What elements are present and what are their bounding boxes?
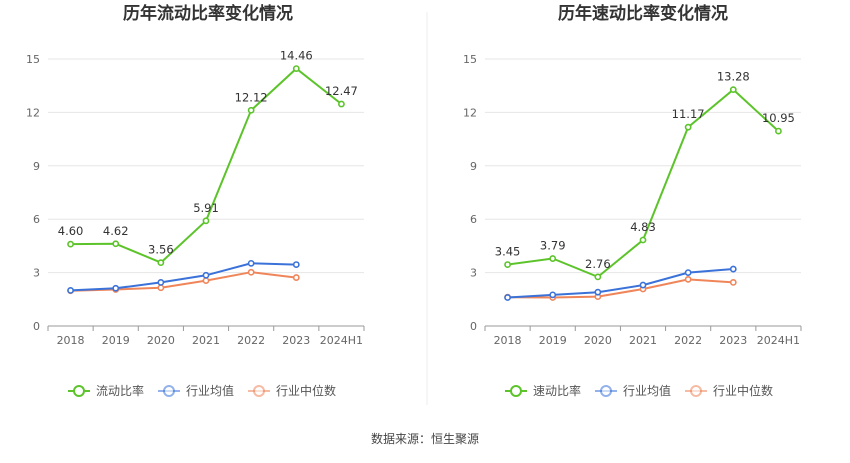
x-tick-label: 2023 bbox=[719, 334, 747, 347]
data-point-median bbox=[729, 278, 737, 286]
legend-label-avg: 行业均值 bbox=[623, 383, 671, 398]
x-tick-label: 2023 bbox=[282, 334, 310, 347]
data-point-median bbox=[684, 275, 692, 283]
data-label: 4.83 bbox=[630, 220, 656, 234]
y-tick-label: 6 bbox=[470, 213, 477, 226]
data-point-main bbox=[247, 106, 255, 114]
quick-ratio-chart: 历年速动比率变化情况 0 3 6 9 12 15 2018 2019 2020 2021 2022 20… bbox=[463, 3, 802, 398]
y-tick-label: 3 bbox=[33, 267, 40, 280]
data-point-median bbox=[292, 274, 300, 281]
data-label: 2.76 bbox=[585, 257, 611, 271]
data-label: 3.56 bbox=[148, 243, 174, 257]
data-point-main bbox=[594, 273, 602, 281]
data-point-avg bbox=[292, 261, 300, 268]
data-label: 5.91 bbox=[193, 201, 219, 215]
current-ratio-chart: 历年流动比率变化情况 0 3 6 9 12 15 2018 2019 2020 2021 2022 20… bbox=[26, 3, 365, 398]
series-line-avg bbox=[70, 262, 297, 292]
data-point-avg bbox=[684, 269, 692, 276]
data-point-main bbox=[67, 240, 74, 248]
data-point-main bbox=[338, 100, 345, 108]
x-tick-label: 2019 bbox=[539, 334, 567, 347]
data-label: 12.12 bbox=[235, 90, 268, 104]
data-label: 11.17 bbox=[672, 107, 705, 121]
x-tick-label: 2021 bbox=[629, 334, 657, 347]
series-line-median bbox=[507, 278, 734, 299]
data-point-avg bbox=[594, 288, 602, 296]
data-point-main bbox=[775, 127, 782, 135]
legend-marker bbox=[163, 385, 175, 397]
x-tick-label: 2024H1 bbox=[757, 334, 800, 347]
data-label: 3.45 bbox=[495, 245, 521, 259]
data-point-main bbox=[112, 240, 120, 248]
x-tick-label: 2018 bbox=[494, 334, 522, 347]
data-label: 4.62 bbox=[103, 224, 129, 238]
data-point-avg bbox=[639, 281, 647, 289]
data-point-main bbox=[202, 217, 210, 225]
data-point-main bbox=[684, 123, 692, 131]
data-point-avg bbox=[157, 278, 165, 286]
data-label: 10.95 bbox=[762, 111, 795, 125]
data-point-median bbox=[247, 268, 255, 276]
data-point-main bbox=[504, 261, 511, 268]
data-point-avg bbox=[247, 259, 255, 267]
y-tick-label: 9 bbox=[470, 160, 477, 173]
legend-marker bbox=[510, 385, 522, 397]
y-tick-label: 12 bbox=[26, 106, 40, 119]
legend-label-avg: 行业均值 bbox=[186, 383, 234, 398]
data-point-avg bbox=[504, 294, 511, 301]
x-tick-label: 2020 bbox=[147, 334, 175, 347]
x-tick-label: 2022 bbox=[674, 334, 702, 347]
y-tick-label: 12 bbox=[463, 106, 477, 119]
data-label: 12.47 bbox=[325, 84, 358, 98]
x-tick-label: 2018 bbox=[57, 334, 85, 347]
legend-label-main: 速动比率 bbox=[533, 383, 581, 398]
data-point-median bbox=[202, 277, 210, 285]
chart-title: 历年流动比率变化情况 bbox=[123, 3, 293, 24]
data-point-avg bbox=[729, 265, 737, 273]
y-tick-label: 6 bbox=[33, 213, 40, 226]
series-line-median bbox=[70, 271, 297, 292]
data-label: 13.28 bbox=[717, 70, 750, 84]
legend-marker bbox=[600, 385, 612, 397]
data-label: 3.79 bbox=[540, 239, 566, 253]
y-tick-label: 0 bbox=[470, 320, 477, 333]
x-tick-label: 2021 bbox=[192, 334, 220, 347]
y-tick-label: 9 bbox=[33, 160, 40, 173]
chart-title: 历年速动比率变化情况 bbox=[558, 3, 728, 24]
x-tick-label: 2020 bbox=[584, 334, 612, 347]
legend-marker bbox=[73, 385, 85, 397]
legend-marker bbox=[690, 385, 702, 397]
y-tick-label: 15 bbox=[463, 53, 477, 66]
x-tick-label: 2024H1 bbox=[320, 334, 363, 347]
data-point-main bbox=[639, 236, 647, 244]
data-source-note: 数据来源：恒生聚源 bbox=[371, 431, 479, 446]
data-point-avg bbox=[202, 271, 210, 279]
data-point-main bbox=[157, 259, 165, 267]
legend-label-median: 行业中位数 bbox=[713, 383, 773, 398]
x-tick-label: 2019 bbox=[102, 334, 130, 347]
y-tick-label: 15 bbox=[26, 53, 40, 66]
data-point-avg bbox=[549, 291, 557, 299]
data-point-median bbox=[157, 284, 165, 292]
data-point-main bbox=[549, 255, 557, 262]
y-tick-label: 3 bbox=[470, 267, 477, 280]
data-label: 14.46 bbox=[280, 49, 313, 63]
legend-label-median: 行业中位数 bbox=[276, 383, 336, 398]
legend-marker bbox=[253, 385, 265, 397]
data-point-main bbox=[292, 65, 300, 73]
data-point-avg bbox=[67, 286, 74, 294]
legend-label-main: 流动比率 bbox=[96, 383, 144, 398]
data-point-main bbox=[729, 86, 737, 94]
x-tick-label: 2022 bbox=[237, 334, 265, 347]
data-label: 4.60 bbox=[58, 224, 84, 238]
series-line-avg bbox=[507, 268, 734, 299]
data-point-avg bbox=[112, 284, 120, 292]
y-tick-label: 0 bbox=[33, 320, 40, 333]
